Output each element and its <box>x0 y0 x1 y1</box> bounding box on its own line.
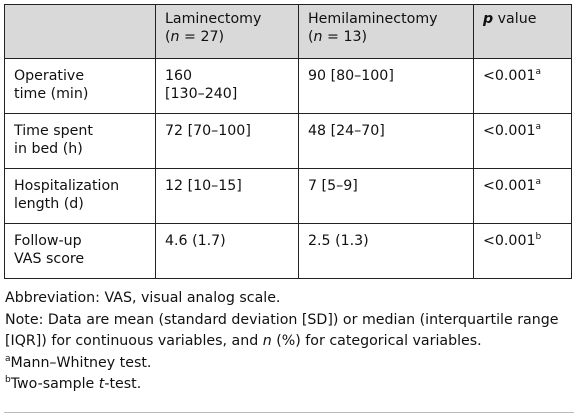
header-p-rest: value <box>493 11 537 27</box>
p-value-cell: <0.001a <box>473 168 572 224</box>
hemilaminectomy-cell: 7 [5–9] <box>298 168 474 224</box>
row-label: Follow-up VAS score <box>4 223 156 279</box>
laminectomy-cell: 160 [130–240] <box>155 58 299 114</box>
bottom-divider <box>4 412 574 413</box>
p-value: <0.001 <box>483 123 536 139</box>
row-label-line1: Hospitalization <box>14 178 120 194</box>
footnote-b-marker: b <box>5 375 11 385</box>
p-value: <0.001 <box>483 233 536 249</box>
laminectomy-cell: 4.6 (1.7) <box>155 223 299 279</box>
footnote-b-t: t <box>98 376 105 392</box>
data-note-part1: Note: Data are mean (standard deviation … <box>5 311 559 350</box>
table-header: Laminectomy (n = 27) Hemilaminectomy (n … <box>4 4 572 59</box>
header-p-value: p value <box>473 4 572 59</box>
footnote-a-text: Mann–Whitney test. <box>10 354 152 371</box>
footnote-a: aMann–Whitney test. <box>5 353 575 375</box>
p-value: <0.001 <box>483 68 536 84</box>
p-value-cell: <0.001b <box>473 223 572 279</box>
footnote-b-text-part1: Two-sample <box>10 376 99 392</box>
header-hemilaminectomy-n-value: = 13) <box>322 29 368 45</box>
p-value-cell: <0.001a <box>473 58 572 114</box>
header-laminectomy-label: Laminectomy <box>165 11 262 27</box>
header-hemilaminectomy-n-open: ( <box>308 29 314 45</box>
header-laminectomy-n-value: = 27) <box>179 29 225 45</box>
laminectomy-value-line2: [130–240] <box>165 86 238 102</box>
header-hemilaminectomy: Hemilaminectomy (n = 13) <box>298 4 474 59</box>
footnote-b: bTwo-sample t-test. <box>5 374 575 396</box>
abbreviation-note: Abbreviation: VAS, visual analog scale. <box>5 290 281 306</box>
footnote-marker: a <box>535 122 542 132</box>
table-row: Hospitalization length (d) 12 [10–15] 7 [… <box>4 168 572 224</box>
hemilaminectomy-cell: 48 [24–70] <box>298 113 474 169</box>
footnote-b-text-part2: -test. <box>104 376 142 392</box>
row-label: Time spent in bed (h) <box>4 113 156 169</box>
laminectomy-value-line1: 160 <box>165 68 193 84</box>
footnote-marker: a <box>535 67 542 77</box>
row-label-line1: Follow-up <box>14 233 82 249</box>
laminectomy-cell: 12 [10–15] <box>155 168 299 224</box>
header-hemilaminectomy-n-var: n <box>313 29 323 45</box>
hemilaminectomy-cell: 90 [80–100] <box>298 58 474 114</box>
footnote-marker: b <box>535 232 542 242</box>
hemilaminectomy-cell: 2.5 (1.3) <box>298 223 474 279</box>
header-laminectomy-n-open: ( <box>165 29 171 45</box>
header-laminectomy: Laminectomy (n = 27) <box>155 4 299 59</box>
row-label-line1: Time spent <box>14 123 93 139</box>
table-row: Time spent in bed (h) 72 [70–100] 48 [24–… <box>4 113 572 169</box>
p-value-cell: <0.001a <box>473 113 572 169</box>
footnote-a-marker: a <box>5 353 11 364</box>
laminectomy-cell: 72 [70–100] <box>155 113 299 169</box>
header-laminectomy-n-var: n <box>170 29 180 45</box>
table-row: Operative time (min) 160 [130–240] 90 [80–… <box>4 58 572 114</box>
results-table: Laminectomy (n = 27) Hemilaminectomy (n … <box>4 4 572 279</box>
header-hemilaminectomy-label: Hemilaminectomy <box>308 11 438 27</box>
row-label-line2: time (min) <box>14 86 89 102</box>
footnote-marker: a <box>535 177 542 187</box>
data-note-part2: (%) for categorical variables. <box>271 333 482 349</box>
data-note-n: n <box>262 333 272 349</box>
row-label-line1: Operative <box>14 68 85 84</box>
header-empty-cell <box>4 4 156 59</box>
p-value: <0.001 <box>483 178 536 194</box>
data-note: Note: Data are mean (standard deviation … <box>5 310 575 353</box>
table-row: Follow-up VAS score 4.6 (1.7) 2.5 (1.3) <… <box>4 223 572 279</box>
table-footnotes: Abbreviation: VAS, visual analog scale. … <box>5 288 575 396</box>
row-label-line2: VAS score <box>14 251 85 267</box>
header-p-letter: p <box>483 11 494 27</box>
row-label-line2: in bed (h) <box>14 141 83 157</box>
row-label: Hospitalization length (d) <box>4 168 156 224</box>
table-body: Operative time (min) 160 [130–240] 90 [80–… <box>4 58 572 279</box>
row-label: Operative time (min) <box>4 58 156 114</box>
row-label-line2: length (d) <box>14 196 84 212</box>
header-row: Laminectomy (n = 27) Hemilaminectomy (n … <box>4 4 572 59</box>
